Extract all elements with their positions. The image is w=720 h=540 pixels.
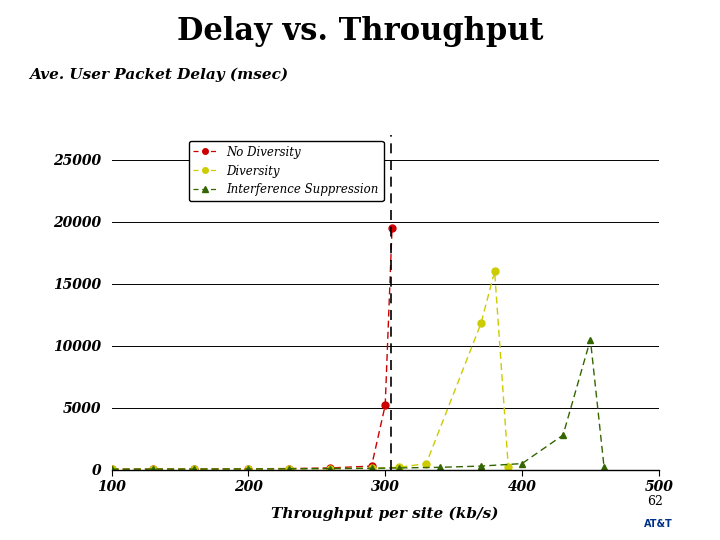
- Text: Throughput per site (kb/s): Throughput per site (kb/s): [271, 507, 499, 521]
- Legend: No Diversity, Diversity, Interference Suppression: No Diversity, Diversity, Interference Su…: [189, 141, 384, 201]
- Text: Delay vs. Throughput: Delay vs. Throughput: [176, 16, 544, 47]
- Text: Ave. User Packet Delay (msec): Ave. User Packet Delay (msec): [29, 68, 288, 82]
- Text: AT&T: AT&T: [644, 519, 673, 529]
- Text: 62: 62: [647, 495, 663, 508]
